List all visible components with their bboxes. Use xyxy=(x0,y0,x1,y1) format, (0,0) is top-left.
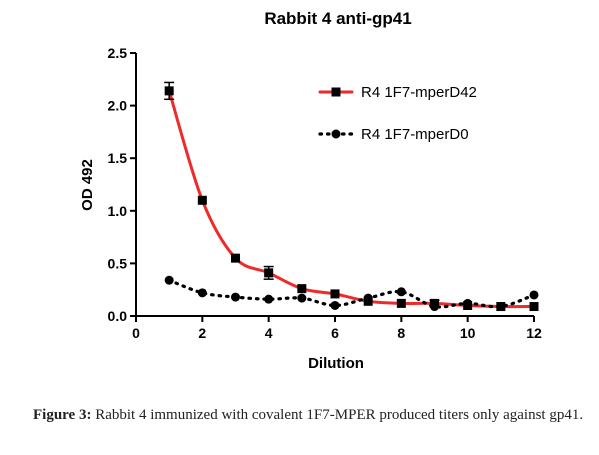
y-tick-label: 2.0 xyxy=(108,98,128,114)
y-axis-label: OD 492 xyxy=(79,159,96,211)
data-point xyxy=(330,289,340,299)
x-tick-label: 12 xyxy=(526,325,542,341)
legend-entry-2: R4 1F7-mperD0 xyxy=(318,126,469,143)
y-tick-label: 1.5 xyxy=(108,150,128,166)
data-point xyxy=(297,284,307,294)
series-line xyxy=(167,278,536,309)
data-point xyxy=(363,293,373,303)
legend-label: R4 1F7-mperD42 xyxy=(361,84,477,101)
chart: Rabbit 4 anti-gp41 0 2 4 6 8 10 12 0.0 0.5 1.0 1.… xyxy=(79,9,542,372)
series-1 xyxy=(164,81,539,312)
y-ticks: 0.0 0.5 1.0 1.5 2.0 2.5 xyxy=(108,45,136,324)
data-point xyxy=(264,294,274,304)
y-tick-label: 0.0 xyxy=(108,308,128,324)
series-layer xyxy=(164,81,539,312)
caption-text: Rabbit 4 immunized with covalent 1F7-MPE… xyxy=(95,407,584,423)
data-point xyxy=(396,298,406,308)
data-point xyxy=(330,300,340,310)
data-point xyxy=(164,86,174,96)
x-tick-label: 8 xyxy=(397,325,405,341)
figure-caption: Figure 3: Rabbit 4 immunized with covale… xyxy=(33,403,588,427)
data-point xyxy=(529,302,539,312)
x-tick-label: 4 xyxy=(265,325,273,341)
data-point xyxy=(496,302,506,312)
data-point xyxy=(231,292,240,302)
data-point xyxy=(231,253,240,263)
data-point xyxy=(197,288,207,298)
y-tick-label: 2.5 xyxy=(108,45,128,61)
x-tick-label: 10 xyxy=(460,325,476,341)
legend-label: R4 1F7-mperD0 xyxy=(361,126,469,143)
y-tick-label: 1.0 xyxy=(108,203,128,219)
data-point xyxy=(197,195,207,205)
x-ticks: 0 2 4 6 8 10 12 xyxy=(132,316,542,341)
data-point xyxy=(396,287,406,297)
y-tick-label: 0.5 xyxy=(108,255,128,271)
legend-marker xyxy=(331,129,341,139)
x-tick-label: 2 xyxy=(198,325,206,341)
legend: R4 1F7-mperD42 R4 1F7-mperD0 xyxy=(318,84,477,143)
data-point xyxy=(297,293,307,303)
data-point xyxy=(264,268,274,278)
x-tick-label: 6 xyxy=(331,325,339,341)
x-axis-label: Dilution xyxy=(308,355,364,372)
data-point xyxy=(430,302,439,312)
legend-entry-1: R4 1F7-mperD42 xyxy=(318,84,477,101)
chart-title: Rabbit 4 anti-gp41 xyxy=(264,9,411,28)
legend-marker xyxy=(331,87,341,97)
series-line xyxy=(167,89,536,309)
x-tick-label: 0 xyxy=(132,325,140,341)
data-point xyxy=(463,298,473,308)
caption-label: Figure 3: xyxy=(33,407,92,423)
series-2 xyxy=(164,275,539,312)
data-point xyxy=(164,275,174,285)
data-point xyxy=(529,290,539,300)
